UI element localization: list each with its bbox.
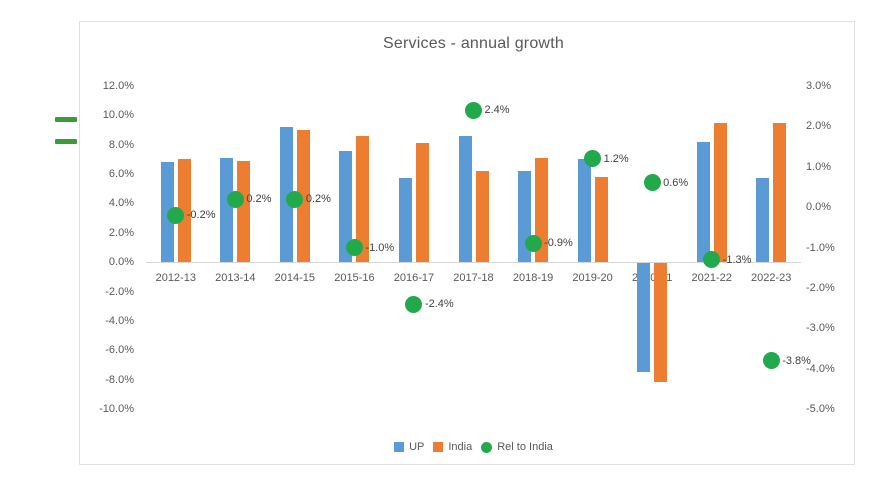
marker-rel-to-india-2018-19[interactable] xyxy=(524,234,542,252)
primary-axis-tick-label: 2.0% xyxy=(108,226,134,239)
legend-square-icon xyxy=(433,442,444,452)
category-label: 2016-17 xyxy=(393,272,435,285)
bar-india-2021-22[interactable] xyxy=(713,122,727,263)
marker-data-label: -1.0% xyxy=(365,241,395,254)
category-label: 2021-22 xyxy=(691,272,732,285)
primary-axis-tick-label: 12.0% xyxy=(102,80,134,92)
bar-up-2019-20[interactable] xyxy=(577,159,591,263)
secondary-axis-tick-label: 1.0% xyxy=(806,160,832,173)
primary-axis-tick-label: 0.0% xyxy=(108,256,134,269)
secondary-axis-tick-label: -3.0% xyxy=(806,322,835,335)
marker-rel-to-india-2012-13[interactable] xyxy=(167,206,185,224)
marker-rel-to-india-2015-16[interactable] xyxy=(345,239,363,256)
legend-item-rel-to-india[interactable]: Rel to India xyxy=(481,441,553,453)
x-axis-line xyxy=(146,262,801,264)
primary-axis-tick-label: -8.0% xyxy=(105,373,134,386)
plot-area: 12.0% 10.0% 8.0% 6.0% 4.0% 2.0% 0.0% -2.0% -4.0%… xyxy=(80,22,854,464)
category-label: 2020-21 xyxy=(631,272,673,285)
bar-up-2015-16[interactable] xyxy=(339,150,353,263)
primary-axis-tick-label: -6.0% xyxy=(105,344,134,357)
green-dash-top xyxy=(55,117,77,122)
bar-india-2017-18[interactable] xyxy=(475,171,489,263)
legend-circle-icon xyxy=(481,441,493,453)
secondary-axis-tick-label: -5.0% xyxy=(806,403,835,415)
marker-data-label: -3.8% xyxy=(782,354,811,367)
chart-legend: UP India Rel to India xyxy=(146,439,801,455)
marker-rel-to-india-2014-15[interactable] xyxy=(286,190,304,208)
legend-square-icon xyxy=(394,442,405,452)
bar-up-2013-14[interactable] xyxy=(220,157,234,263)
primary-axis-tick-label: 4.0% xyxy=(108,197,134,210)
marker-rel-to-india-2016-17[interactable] xyxy=(405,295,423,313)
green-dash-bottom xyxy=(55,139,77,144)
marker-data-label: -0.2% xyxy=(186,209,216,222)
marker-data-label: 0.6% xyxy=(663,176,689,189)
marker-data-label: -1.3% xyxy=(722,253,752,266)
bar-india-2014-15[interactable] xyxy=(296,130,310,263)
secondary-axis-tick-label: 0.0% xyxy=(806,201,832,214)
marker-data-label: -2.4% xyxy=(424,298,454,311)
bar-india-2013-14[interactable] xyxy=(237,160,251,263)
category-label: 2018-19 xyxy=(512,272,554,285)
legend-label: India xyxy=(448,441,473,453)
marker-rel-to-india-2019-20[interactable] xyxy=(584,150,602,168)
marker-data-label: -0.9% xyxy=(544,237,573,250)
bar-india-2016-17[interactable] xyxy=(415,143,429,263)
bar-india-2012-13[interactable] xyxy=(177,159,191,263)
chart-title: Services - annual growth xyxy=(383,35,564,52)
legend-item-india[interactable]: India xyxy=(433,441,472,453)
category-label: 2019-20 xyxy=(572,272,613,285)
legend-item-up[interactable]: UP xyxy=(394,441,424,453)
primary-axis-tick-label: 6.0% xyxy=(108,168,134,181)
legend-label: Rel to India xyxy=(497,441,553,453)
category-label: 2015-16 xyxy=(334,272,375,285)
category-label: 2013-14 xyxy=(215,272,256,285)
bar-india-2015-16[interactable] xyxy=(356,135,370,263)
marker-data-label: 0.2% xyxy=(305,193,331,206)
secondary-axis-tick-label: -2.0% xyxy=(806,281,835,294)
marker-rel-to-india-2022-23[interactable] xyxy=(762,352,780,370)
chart-card: Services - annual growth 12.0% 10.0% 8.0% 6… xyxy=(79,21,855,465)
primary-axis-tick-label: -10.0% xyxy=(99,403,134,415)
bar-up-2020-21[interactable] xyxy=(637,263,651,372)
marker-data-label: 2.4% xyxy=(484,104,510,117)
bar-up-2022-23[interactable] xyxy=(756,178,770,263)
bar-india-2020-21[interactable] xyxy=(654,263,668,383)
category-label: 2014-15 xyxy=(274,272,316,285)
marker-data-label: 0.2% xyxy=(246,193,272,206)
secondary-axis-tick-label: -1.0% xyxy=(806,241,835,254)
marker-rel-to-india-2021-22[interactable] xyxy=(703,251,721,269)
bar-up-2016-17[interactable] xyxy=(398,178,412,263)
category-label: 2017-18 xyxy=(453,272,494,285)
bar-india-2022-23[interactable] xyxy=(773,122,787,263)
category-label: 2012-13 xyxy=(155,272,196,285)
category-label: 2022-23 xyxy=(751,272,792,285)
primary-axis-tick-label: 8.0% xyxy=(108,138,134,151)
marker-data-label: 1.2% xyxy=(603,152,629,165)
legend-label: UP xyxy=(409,441,425,453)
primary-axis-tick-label: -2.0% xyxy=(105,285,134,298)
secondary-axis-tick-label: -4.0% xyxy=(806,362,835,375)
primary-axis-tick-label: -4.0% xyxy=(105,314,134,327)
secondary-axis-tick-label: 3.0% xyxy=(806,80,832,92)
marker-rel-to-india-2020-21[interactable] xyxy=(643,174,661,192)
secondary-axis-tick-label: 2.0% xyxy=(806,120,832,133)
primary-axis-tick-label: 10.0% xyxy=(102,109,134,122)
marker-rel-to-india-2017-18[interactable] xyxy=(465,101,482,119)
marker-rel-to-india-2013-14[interactable] xyxy=(226,190,244,208)
bar-india-2019-20[interactable] xyxy=(594,177,608,263)
bar-up-2017-18[interactable] xyxy=(458,135,472,263)
bar-up-2021-22[interactable] xyxy=(696,141,710,263)
